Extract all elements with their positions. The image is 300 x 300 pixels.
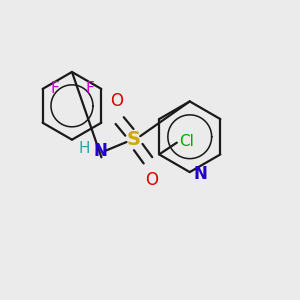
Text: H: H bbox=[78, 141, 89, 156]
Text: F: F bbox=[85, 81, 94, 96]
Text: F: F bbox=[50, 81, 59, 96]
Text: Cl: Cl bbox=[179, 134, 194, 149]
Text: O: O bbox=[145, 171, 158, 189]
Text: S: S bbox=[127, 130, 141, 149]
Text: O: O bbox=[110, 92, 123, 110]
Text: N: N bbox=[194, 165, 208, 183]
Text: N: N bbox=[93, 142, 107, 160]
